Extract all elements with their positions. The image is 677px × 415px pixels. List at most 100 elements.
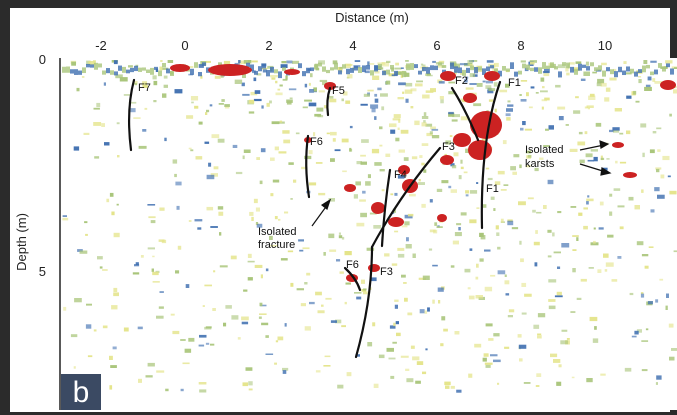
speckle bbox=[533, 241, 540, 246]
red-anomaly bbox=[284, 69, 300, 75]
speckle bbox=[96, 102, 101, 108]
speckle bbox=[450, 163, 455, 167]
speckle bbox=[255, 207, 260, 212]
speckle bbox=[199, 334, 207, 338]
speckle bbox=[465, 87, 474, 90]
speckle bbox=[260, 274, 263, 279]
speckle bbox=[328, 233, 335, 239]
x-tick-label: 0 bbox=[181, 38, 188, 53]
surface-speckle bbox=[630, 68, 634, 74]
speckle bbox=[587, 107, 590, 110]
speckle bbox=[449, 135, 453, 137]
speckle bbox=[642, 152, 645, 158]
speckle bbox=[204, 284, 212, 287]
speckle bbox=[152, 271, 159, 276]
speckle bbox=[440, 343, 444, 347]
speckle bbox=[441, 65, 447, 68]
speckle bbox=[520, 99, 527, 102]
speckle bbox=[655, 167, 662, 170]
speckle bbox=[421, 162, 425, 166]
speckle bbox=[576, 237, 579, 241]
speckle bbox=[460, 212, 467, 216]
speckle bbox=[247, 277, 253, 281]
speckle bbox=[430, 88, 436, 93]
speckle bbox=[506, 117, 511, 121]
speckle bbox=[476, 65, 483, 68]
speckle bbox=[248, 388, 253, 391]
speckle bbox=[247, 253, 252, 258]
speckle bbox=[342, 170, 347, 173]
speckle bbox=[400, 67, 404, 69]
speckle bbox=[534, 262, 538, 267]
speckle bbox=[397, 127, 400, 130]
speckle bbox=[464, 268, 471, 273]
speckle bbox=[254, 90, 261, 94]
speckle bbox=[261, 322, 269, 326]
speckle bbox=[469, 73, 475, 78]
speckle bbox=[113, 287, 118, 292]
speckle bbox=[584, 106, 588, 109]
speckle bbox=[423, 120, 426, 123]
surface-speckle bbox=[514, 71, 518, 77]
speckle bbox=[469, 64, 474, 67]
surface-speckle bbox=[366, 65, 370, 70]
speckle bbox=[85, 324, 92, 329]
speckle bbox=[361, 279, 365, 284]
surface-speckle bbox=[598, 65, 602, 71]
speckle bbox=[556, 381, 562, 386]
speckle bbox=[101, 123, 105, 127]
speckle bbox=[650, 209, 655, 213]
speckle bbox=[253, 198, 258, 204]
speckle bbox=[438, 60, 445, 63]
speckle bbox=[150, 220, 156, 224]
surface-speckle bbox=[494, 68, 498, 73]
speckle bbox=[441, 180, 449, 184]
speckle bbox=[518, 344, 527, 349]
speckle bbox=[368, 63, 375, 65]
surface-speckle bbox=[162, 62, 166, 68]
speckle bbox=[400, 355, 409, 358]
speckle bbox=[586, 201, 589, 205]
speckle bbox=[63, 306, 67, 311]
speckle bbox=[619, 226, 624, 230]
surface-speckle bbox=[490, 65, 494, 69]
speckle bbox=[448, 185, 452, 189]
speckle bbox=[397, 175, 405, 179]
speckle bbox=[532, 209, 536, 213]
speckle bbox=[584, 131, 588, 135]
speckle bbox=[266, 102, 270, 107]
speckle bbox=[342, 91, 348, 96]
speckle bbox=[505, 113, 511, 117]
speckle bbox=[367, 61, 370, 66]
speckle bbox=[260, 148, 266, 153]
speckle bbox=[360, 103, 368, 106]
surface-speckle bbox=[462, 69, 466, 76]
surface-speckle bbox=[326, 69, 330, 74]
speckle bbox=[522, 121, 526, 126]
speckle bbox=[330, 131, 337, 136]
speckle bbox=[360, 161, 367, 165]
speckle bbox=[404, 297, 408, 302]
speckle bbox=[281, 61, 287, 64]
speckle bbox=[271, 77, 276, 80]
surface-speckle bbox=[318, 62, 322, 67]
speckle bbox=[332, 60, 338, 65]
surface-speckle bbox=[150, 67, 154, 75]
surface-speckle bbox=[570, 66, 574, 73]
surface-speckle bbox=[646, 64, 650, 69]
speckle bbox=[243, 60, 252, 64]
speckle bbox=[587, 195, 590, 198]
speckle bbox=[135, 262, 139, 265]
speckle bbox=[230, 255, 237, 260]
speckle bbox=[361, 139, 369, 143]
speckle bbox=[450, 265, 455, 268]
speckle bbox=[356, 222, 365, 227]
speckle bbox=[448, 111, 454, 115]
speckle bbox=[156, 315, 164, 319]
red-anomaly bbox=[344, 184, 356, 192]
surface-speckle bbox=[418, 70, 422, 75]
speckle bbox=[159, 66, 163, 71]
speckle bbox=[483, 353, 489, 357]
speckle bbox=[431, 135, 440, 139]
speckle bbox=[404, 221, 410, 226]
